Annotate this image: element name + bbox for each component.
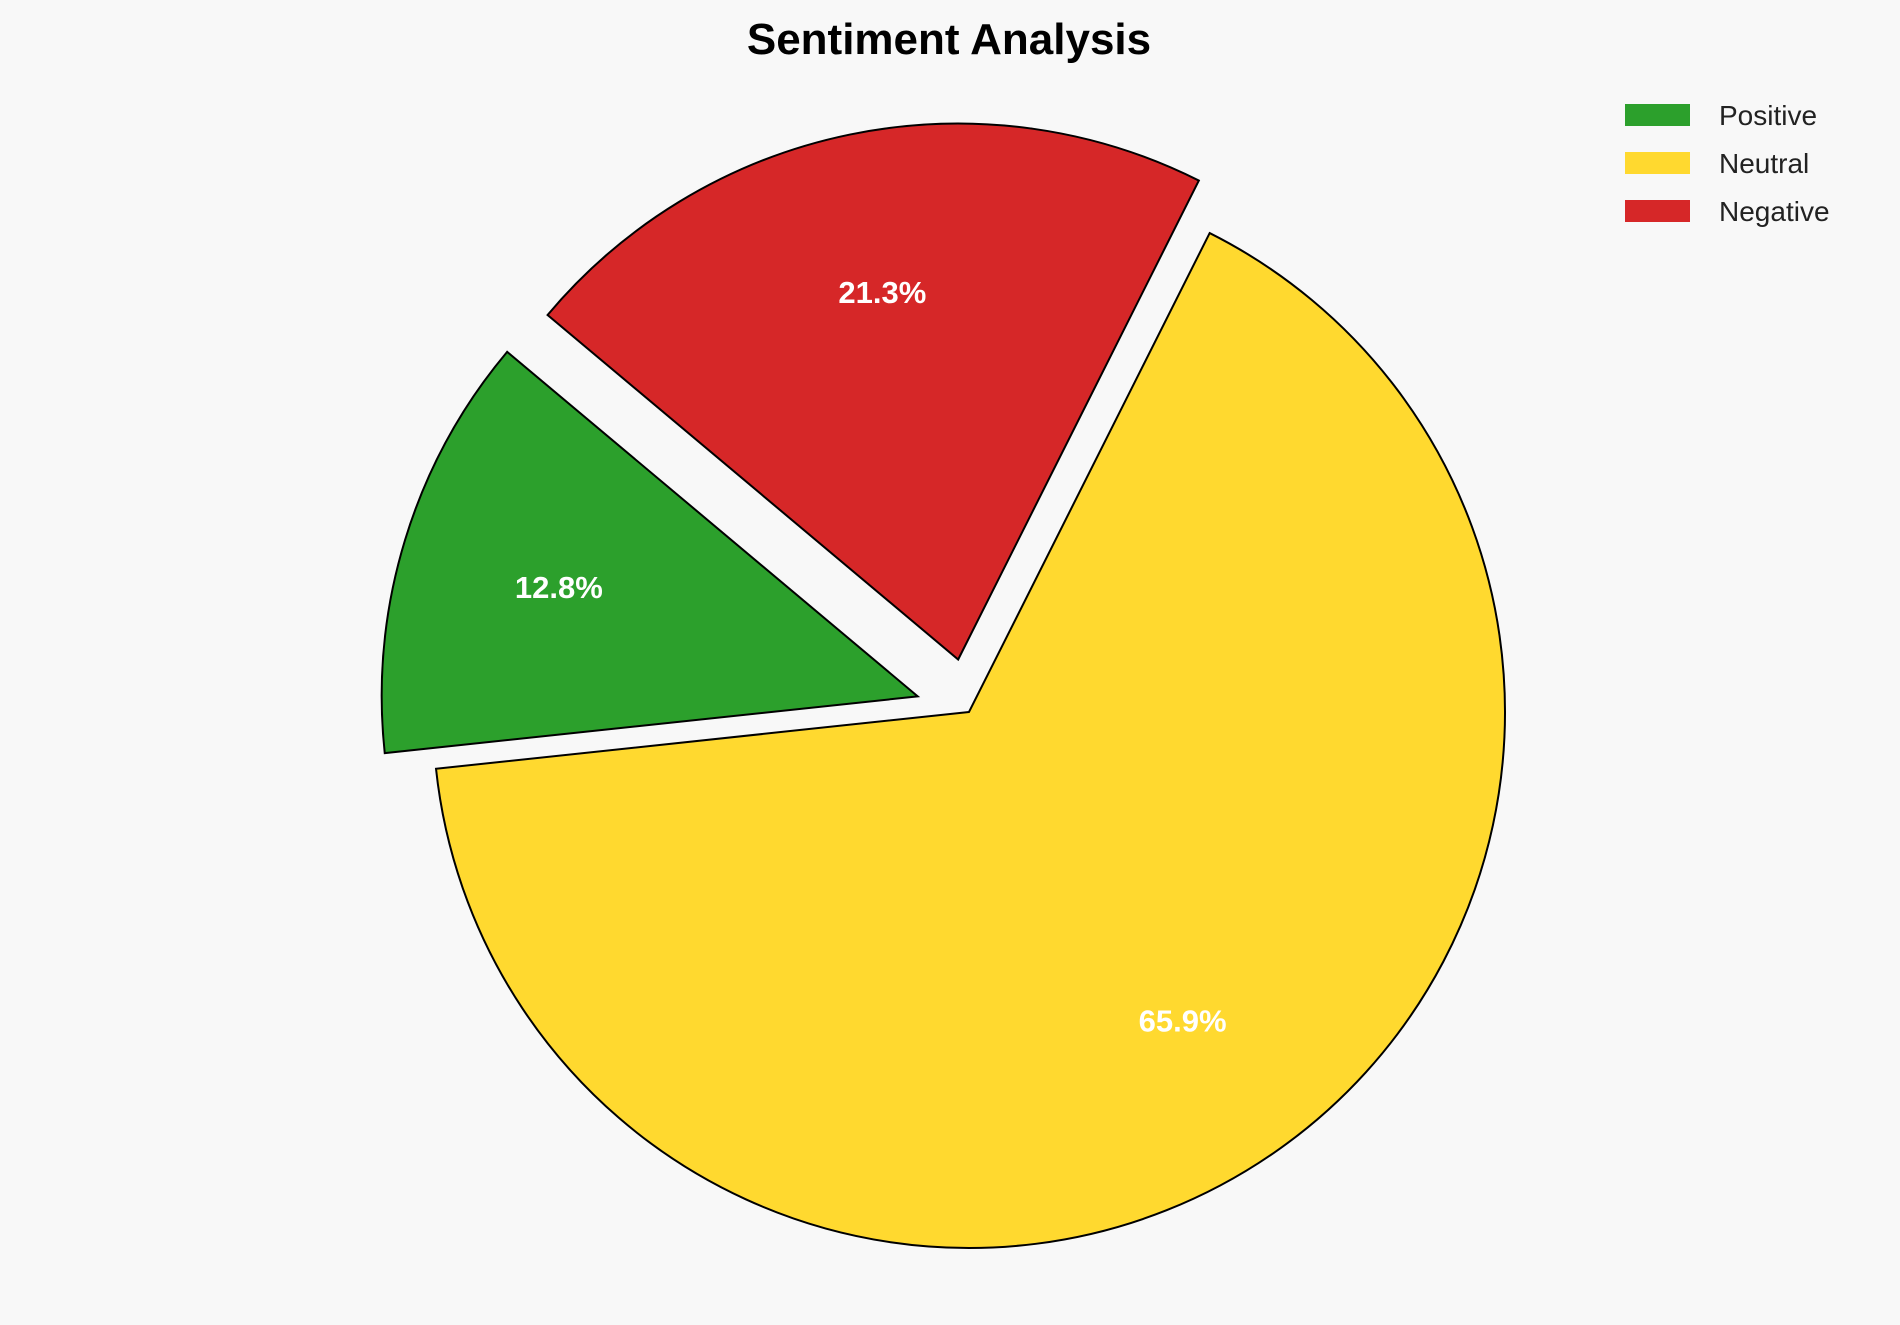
slice-label-negative: 21.3%: [838, 275, 926, 310]
pie-slice-neutral: [434, 231, 1506, 1249]
legend-label-negative: Negative: [1719, 196, 1830, 227]
legend-label-positive: Positive: [1719, 100, 1817, 131]
legend-label-neutral: Neutral: [1719, 148, 1809, 179]
legend-swatch-positive: [1625, 104, 1690, 126]
legend: Positive Neutral Negative: [1625, 100, 1830, 227]
chart-title: Sentiment Analysis: [747, 15, 1151, 64]
pie-slice-positive: [380, 350, 921, 755]
pie-slice-negative: [546, 122, 1201, 662]
legend-swatch-negative: [1625, 200, 1690, 222]
slice-label-positive: 12.8%: [515, 570, 603, 605]
slice-label-neutral: 65.9%: [1139, 1003, 1227, 1038]
legend-swatch-neutral: [1625, 152, 1690, 174]
